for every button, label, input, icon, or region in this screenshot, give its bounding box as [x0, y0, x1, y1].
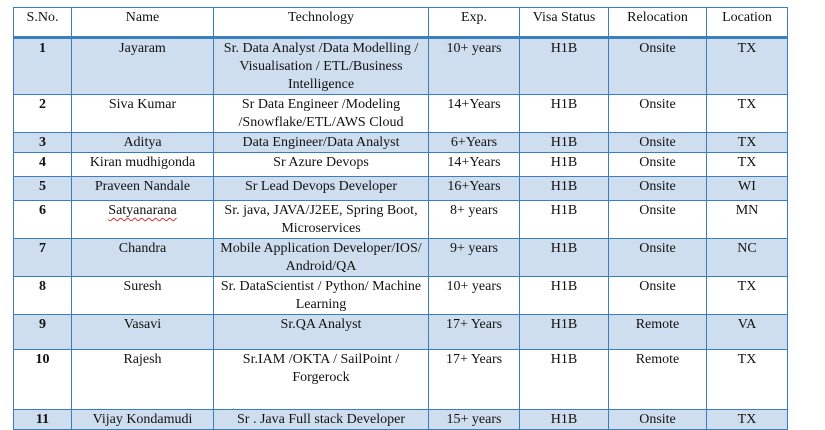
cell-location: TX — [706, 152, 788, 177]
cell-name: Vijay Kondamudi — [71, 409, 214, 430]
cell-sno: 7 — [13, 238, 72, 277]
cell-sno: 2 — [13, 94, 72, 133]
cell-location: TX — [706, 132, 788, 153]
spellcheck-flagged-name: Satyanarana — [108, 203, 177, 218]
header-exp: Exp. — [428, 7, 520, 39]
cell-visa: H1B — [519, 37, 609, 95]
cell-exp: 10+ years — [428, 276, 520, 315]
cell-visa: H1B — [519, 349, 609, 410]
table-row: 4 Kiran mudhigonda Sr Azure Devops 14+Ye… — [13, 152, 788, 177]
cell-sno: 11 — [13, 409, 72, 430]
cell-exp: 6+Years — [428, 132, 520, 153]
cell-relocation: Onsite — [608, 37, 707, 95]
table-row: 10 Rajesh Sr.IAM /OKTA / SailPoint / For… — [13, 349, 788, 410]
cell-visa: H1B — [519, 132, 609, 153]
table-row: 8 Suresh Sr. DataScientist / Python/ Mac… — [13, 276, 788, 315]
cell-relocation: Onsite — [608, 276, 707, 315]
header-sno: S.No. — [13, 7, 72, 39]
cell-visa: H1B — [519, 200, 609, 239]
cell-relocation: Remote — [608, 349, 707, 410]
cell-technology: Sr . Java Full stack Developer — [213, 409, 429, 430]
cell-location: VA — [706, 314, 788, 350]
cell-name: Vasavi — [71, 314, 214, 350]
cell-technology: Data Engineer/Data Analyst — [213, 132, 429, 153]
cell-visa: H1B — [519, 94, 609, 133]
header-name: Name — [71, 7, 214, 39]
table-row: 6 Satyanarana Sr. java, JAVA/J2EE, Sprin… — [13, 200, 788, 239]
cell-technology: Sr. Data Analyst /Data Modelling / Visua… — [213, 37, 429, 95]
header-relocation: Relocation — [608, 7, 707, 39]
cell-exp: 8+ years — [428, 200, 520, 239]
cell-relocation: Onsite — [608, 152, 707, 177]
cell-technology: Mobile Application Developer/IOS/ Androi… — [213, 238, 429, 277]
cell-visa: H1B — [519, 314, 609, 350]
cell-sno: 5 — [13, 176, 72, 201]
cell-visa: H1B — [519, 176, 609, 201]
cell-location: NC — [706, 238, 788, 277]
cell-sno: 3 — [13, 132, 72, 153]
table-row: 1 Jayaram Sr. Data Analyst /Data Modelli… — [13, 37, 788, 95]
cell-location: TX — [706, 409, 788, 430]
cell-relocation: Onsite — [608, 238, 707, 277]
cell-name: Rajesh — [71, 349, 214, 410]
cell-relocation: Onsite — [608, 176, 707, 201]
cell-sno: 1 — [13, 37, 72, 95]
cell-name: Siva Kumar — [71, 94, 214, 133]
cell-sno: 10 — [13, 349, 72, 410]
cell-location: TX — [706, 94, 788, 133]
cell-relocation: Onsite — [608, 409, 707, 430]
cell-sno: 4 — [13, 152, 72, 177]
cell-visa: H1B — [519, 276, 609, 315]
cell-exp: 10+ years — [428, 37, 520, 95]
cell-visa: H1B — [519, 152, 609, 177]
cell-name: Suresh — [71, 276, 214, 315]
cell-name: Chandra — [71, 238, 214, 277]
cell-technology: Sr.QA Analyst — [213, 314, 429, 350]
cell-name: Aditya — [71, 132, 214, 153]
cell-technology: Sr. DataScientist / Python/ Machine Lear… — [213, 276, 429, 315]
cell-sno: 9 — [13, 314, 72, 350]
table-row: 11 Vijay Kondamudi Sr . Java Full stack … — [13, 409, 788, 430]
cell-exp: 17+ Years — [428, 314, 520, 350]
cell-exp: 14+Years — [428, 152, 520, 177]
header-visa-status: Visa Status — [519, 7, 609, 39]
cell-location: WI — [706, 176, 788, 201]
cell-relocation: Onsite — [608, 200, 707, 239]
table-row: 3 Aditya Data Engineer/Data Analyst 6+Ye… — [13, 132, 788, 153]
cell-location: TX — [706, 37, 788, 95]
cell-exp: 17+ Years — [428, 349, 520, 410]
cell-exp: 14+Years — [428, 94, 520, 133]
cell-technology: Sr. java, JAVA/J2EE, Spring Boot, Micros… — [213, 200, 429, 239]
table-row: 2 Siva Kumar Sr Data Engineer /Modeling … — [13, 94, 788, 133]
cell-exp: 16+Years — [428, 176, 520, 201]
cell-sno: 8 — [13, 276, 72, 315]
cell-name: Kiran mudhigonda — [71, 152, 214, 177]
cell-location: TX — [706, 349, 788, 410]
cell-technology: Sr Lead Devops Developer — [213, 176, 429, 201]
cell-exp: 9+ years — [428, 238, 520, 277]
cell-relocation: Onsite — [608, 132, 707, 153]
header-technology: Technology — [213, 7, 429, 39]
table-row: 7 Chandra Mobile Application Developer/I… — [13, 238, 788, 277]
candidates-table: S.No. Name Technology Exp. Visa Status R… — [13, 7, 788, 430]
cell-relocation: Remote — [608, 314, 707, 350]
cell-location: MN — [706, 200, 788, 239]
cell-sno: 6 — [13, 200, 72, 239]
cell-technology: Sr Azure Devops — [213, 152, 429, 177]
cell-visa: H1B — [519, 238, 609, 277]
cell-technology: Sr Data Engineer /Modeling /Snowflake/ET… — [213, 94, 429, 133]
cell-relocation: Onsite — [608, 94, 707, 133]
cell-location: TX — [706, 276, 788, 315]
cell-visa: H1B — [519, 409, 609, 430]
header-location: Location — [706, 7, 788, 39]
cell-name: Praveen Nandale — [71, 176, 214, 201]
header-row: S.No. Name Technology Exp. Visa Status R… — [13, 7, 788, 39]
cell-technology: Sr.IAM /OKTA / SailPoint / Forgerock — [213, 349, 429, 410]
table-row: 5 Praveen Nandale Sr Lead Devops Develop… — [13, 176, 788, 201]
table-row: 9 Vasavi Sr.QA Analyst 17+ Years H1B Rem… — [13, 314, 788, 350]
cell-name: Jayaram — [71, 37, 214, 95]
cell-name: Satyanarana — [71, 200, 214, 239]
